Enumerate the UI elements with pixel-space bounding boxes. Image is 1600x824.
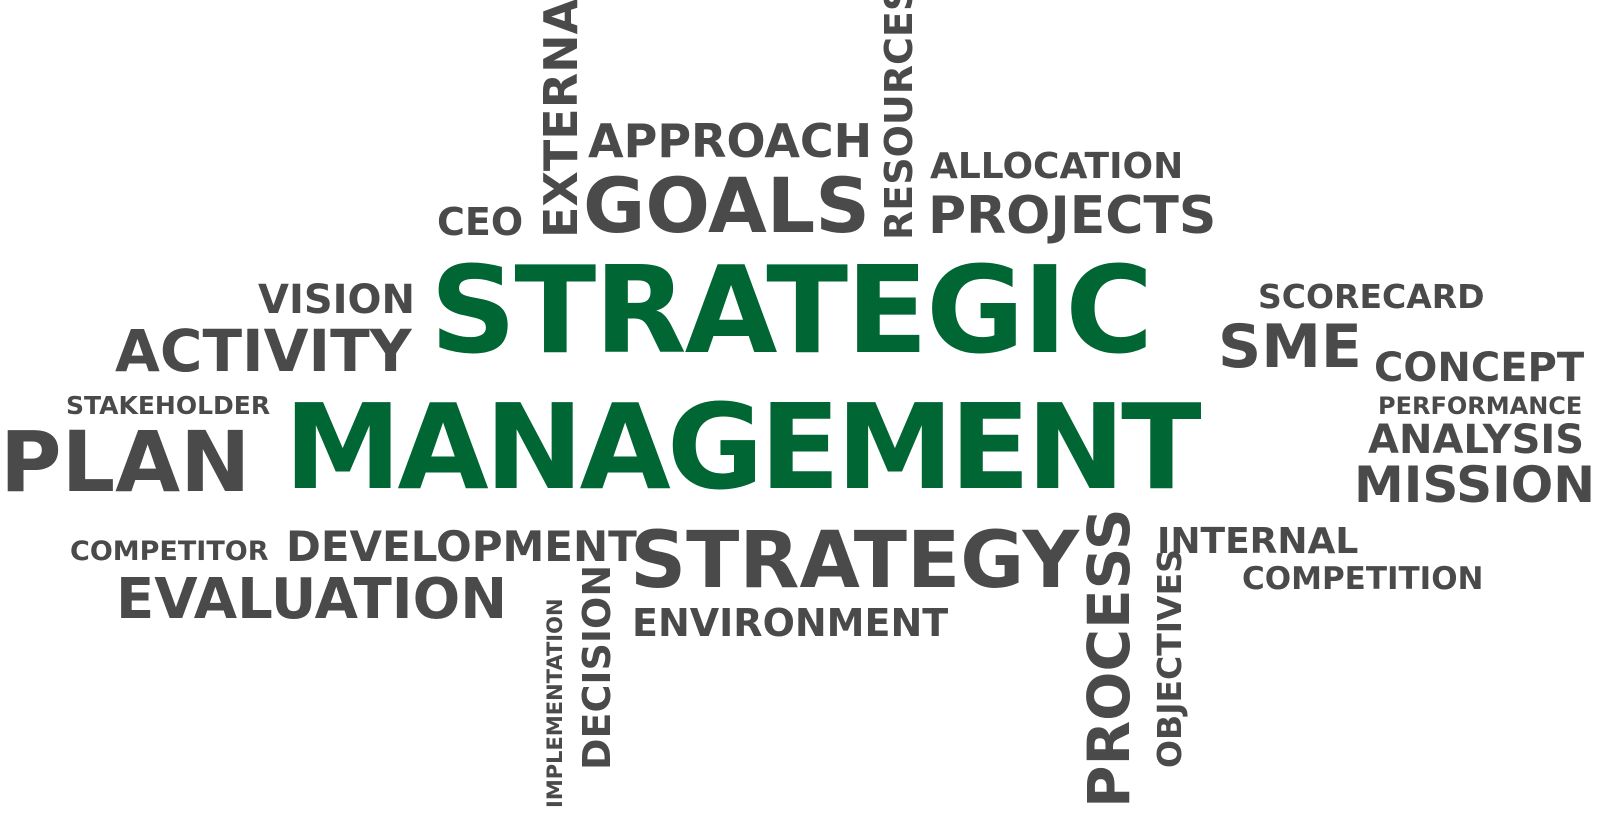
word-approach: APPROACH	[588, 114, 873, 168]
word-scorecard: SCORECARD	[1258, 277, 1485, 316]
word-ceo: CEO	[437, 200, 524, 244]
word-vision: VISION	[258, 277, 416, 323]
word-external: EXTERNAL	[534, 0, 588, 238]
word-performance: PERFORMANCE	[1378, 392, 1583, 420]
word-projects: PROJECTS	[928, 186, 1217, 246]
word-activity: ACTIVITY	[115, 317, 412, 385]
word-goals: GOALS	[583, 161, 870, 250]
word-evaluation: EVALUATION	[116, 567, 508, 632]
word-allocation: ALLOCATION	[930, 146, 1184, 187]
word-objectives: OBJECTIVES	[1150, 549, 1189, 768]
word-management: MANAGEMENT	[284, 378, 1202, 516]
word-environment: ENVIRONMENT	[632, 601, 949, 645]
word-competitor: COMPETITOR	[70, 536, 269, 567]
word-internal: INTERNAL	[1157, 521, 1359, 562]
word-development: DEVELOPMENT	[286, 522, 637, 571]
word-implementation: IMPLEMENTATION	[543, 598, 567, 808]
word-analysis: ANALYSIS	[1368, 417, 1585, 463]
word-plan: PLAN	[0, 413, 251, 511]
word-strategic: STRATEGIC	[430, 242, 1153, 381]
word-process: PROCESS	[1075, 508, 1143, 808]
word-decision: DECISION	[575, 564, 619, 770]
word-resources: RESOURCES	[877, 0, 921, 240]
word-mission: MISSION	[1354, 456, 1596, 514]
word-concept: CONCEPT	[1374, 345, 1585, 391]
word-competition: COMPETITION	[1242, 561, 1484, 597]
word-sme: SME	[1218, 312, 1362, 382]
word-stakeholder: STAKEHOLDER	[66, 391, 271, 420]
word-strategy: STRATEGY	[630, 516, 1080, 606]
